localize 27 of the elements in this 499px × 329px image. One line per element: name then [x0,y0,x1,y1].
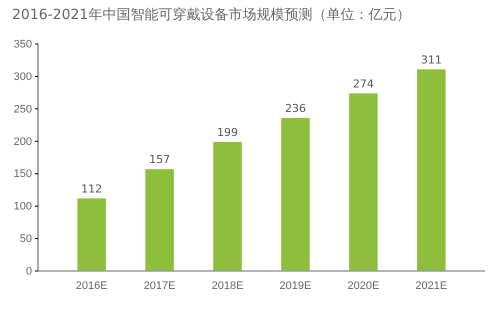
bar [77,198,106,271]
y-tick-label: 150 [14,168,32,180]
bar [281,118,310,271]
bar [417,69,446,271]
data-label: 199 [217,126,238,139]
y-tick-label: 200 [14,136,32,148]
x-tick-label: 2021E [415,280,448,292]
y-tick-label: 300 [14,70,32,83]
x-tick-label: 2019E [280,280,312,292]
data-label: 112 [81,182,102,196]
y-tick-label: 50 [20,233,32,246]
y-tick-label: 250 [14,103,32,116]
y-tick-label: 100 [14,200,32,213]
chart-title: 2016-2021年中国智能可穿戴设备市场规模预测（单位：亿元） [12,7,410,23]
x-tick-label: 2017E [144,280,176,292]
x-tick-label: 2018E [212,280,244,292]
x-tick-label: 2020E [347,280,380,292]
data-label: 236 [284,102,306,115]
y-tick-label: 0 [26,266,32,278]
y-tick-label: 350 [14,38,32,51]
bar [213,142,242,271]
bar [145,169,174,271]
data-label: 157 [149,153,170,166]
data-label: 311 [420,53,442,66]
bar [349,93,378,271]
x-tick-label: 2016E [76,280,108,292]
data-label: 274 [352,77,374,90]
